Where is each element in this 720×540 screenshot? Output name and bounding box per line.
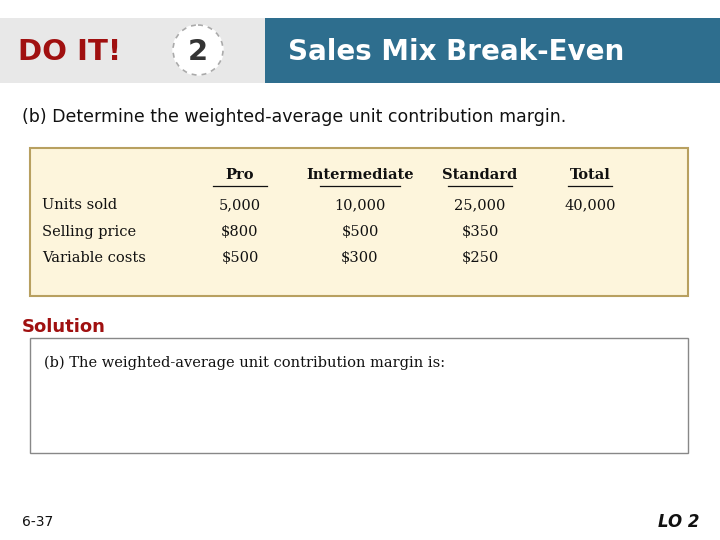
Circle shape xyxy=(173,25,223,75)
Text: 25,000: 25,000 xyxy=(454,198,505,212)
Text: $800: $800 xyxy=(221,225,258,239)
Text: Solution: Solution xyxy=(22,318,106,336)
Text: DO IT!: DO IT! xyxy=(18,38,121,66)
Text: 10,000: 10,000 xyxy=(334,198,386,212)
Text: Variable costs: Variable costs xyxy=(42,251,146,265)
Text: 6-37: 6-37 xyxy=(22,515,53,529)
Text: $350: $350 xyxy=(462,225,499,239)
Text: Selling price: Selling price xyxy=(42,225,136,239)
FancyBboxPatch shape xyxy=(0,18,265,83)
Text: 40,000: 40,000 xyxy=(564,198,616,212)
Text: Units sold: Units sold xyxy=(42,198,117,212)
Text: $500: $500 xyxy=(341,225,379,239)
Text: Intermediate: Intermediate xyxy=(306,168,414,182)
Text: Total: Total xyxy=(570,168,611,182)
Text: 5,000: 5,000 xyxy=(219,198,261,212)
Text: Pro: Pro xyxy=(226,168,254,182)
Text: $250: $250 xyxy=(462,251,499,265)
FancyBboxPatch shape xyxy=(265,18,720,83)
Text: 2: 2 xyxy=(188,38,208,66)
Text: Standard: Standard xyxy=(442,168,518,182)
Text: $500: $500 xyxy=(221,251,258,265)
Text: (b) The weighted-average unit contribution margin is:: (b) The weighted-average unit contributi… xyxy=(44,356,445,370)
Text: $300: $300 xyxy=(341,251,379,265)
Text: LO 2: LO 2 xyxy=(659,513,700,531)
Text: (b) Determine the weighted-average unit contribution margin.: (b) Determine the weighted-average unit … xyxy=(22,108,566,126)
FancyBboxPatch shape xyxy=(30,338,688,453)
FancyBboxPatch shape xyxy=(30,148,688,296)
Text: Sales Mix Break-Even: Sales Mix Break-Even xyxy=(288,38,624,66)
